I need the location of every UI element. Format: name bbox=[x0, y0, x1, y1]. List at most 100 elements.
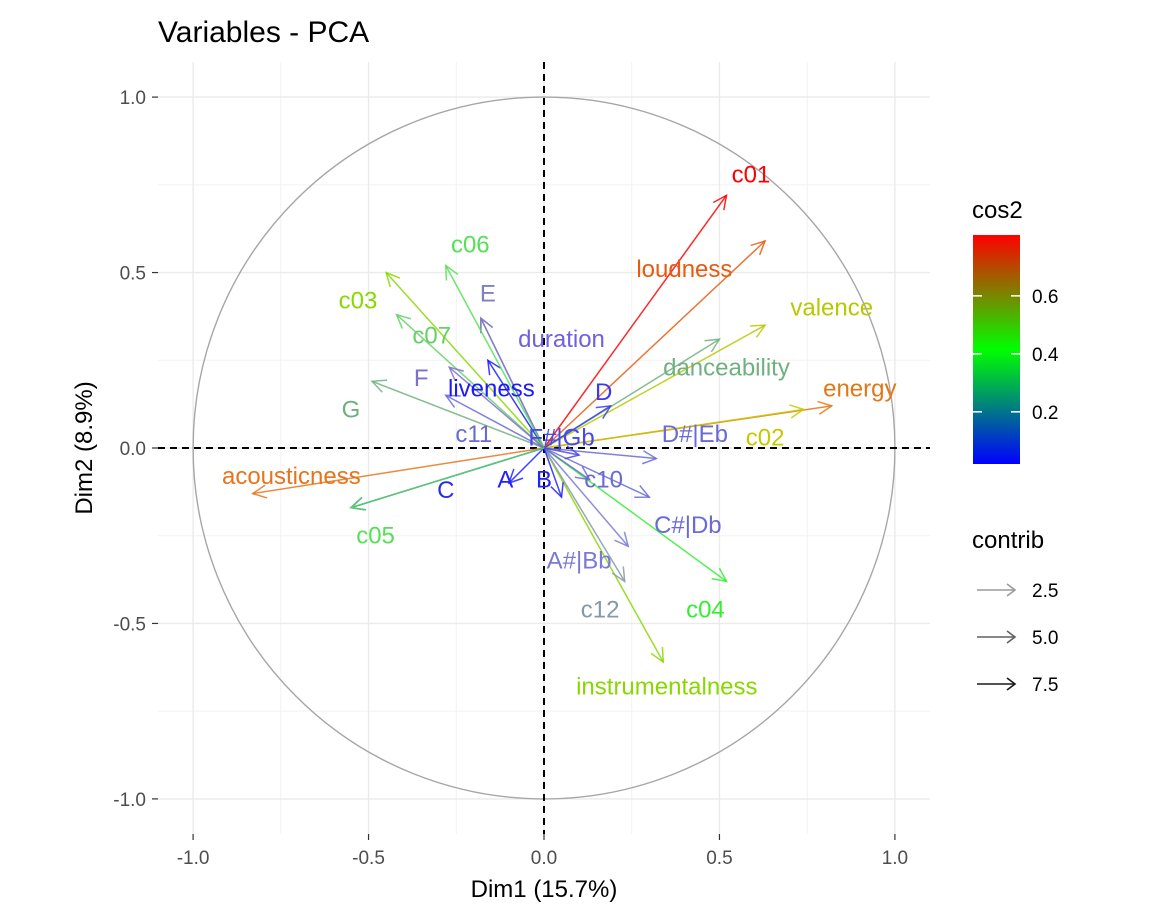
arrow-shaft bbox=[385, 272, 545, 449]
x-tick-label: 1.0 bbox=[882, 848, 908, 869]
arrow-shaft bbox=[543, 447, 629, 547]
arrow-shaft bbox=[543, 447, 580, 456]
x-tick-label: 0.5 bbox=[706, 848, 732, 869]
contrib-keys: 2.5 5.0 7.5 bbox=[977, 581, 1058, 696]
cos2-tick-label: 0.2 bbox=[1032, 403, 1058, 424]
arrow-head bbox=[564, 445, 581, 460]
plot-panel: c01 loudness valence energy c02 danceability D… bbox=[158, 62, 930, 834]
contrib-key-label: 2.5 bbox=[1032, 581, 1058, 602]
variable-label: A#|Bb bbox=[547, 547, 612, 574]
variable-label: liveness bbox=[448, 375, 535, 402]
arrow-shaft bbox=[543, 447, 657, 460]
variable-label: G bbox=[342, 396, 361, 423]
arrow-shaft bbox=[448, 366, 545, 449]
variable-arrow bbox=[486, 358, 545, 449]
contrib-key-head bbox=[1006, 583, 1017, 597]
variable-label: valence bbox=[790, 295, 873, 322]
variable-arrow bbox=[384, 271, 545, 449]
y-tick-label: -0.5 bbox=[113, 614, 146, 635]
variable-arrow bbox=[543, 447, 626, 583]
x-axis-title: Dim1 (15.7%) bbox=[471, 876, 618, 903]
arrow-head bbox=[750, 324, 767, 338]
chart-title: Variables - PCA bbox=[158, 16, 369, 49]
arrow-head bbox=[251, 484, 268, 499]
variable-arrow bbox=[480, 316, 545, 449]
variable-label: energy bbox=[823, 375, 896, 402]
variable-label: C#|Db bbox=[654, 512, 722, 539]
variable-arrow bbox=[543, 447, 651, 499]
arrow-head bbox=[817, 400, 834, 415]
arrow-shaft bbox=[543, 447, 591, 481]
variable-label: c07 bbox=[412, 323, 451, 350]
x-tick-label: -1.0 bbox=[177, 848, 210, 869]
arrow-head bbox=[384, 271, 401, 288]
variable-label: D#|Eb bbox=[662, 421, 728, 448]
variable-label: E bbox=[480, 281, 496, 308]
arrow-head bbox=[750, 239, 767, 256]
contrib-key: 7.5 bbox=[977, 675, 1058, 696]
variable-arrow bbox=[543, 447, 659, 465]
arrow-head bbox=[486, 358, 502, 376]
variable-label: duration bbox=[518, 326, 605, 353]
arrow-head bbox=[789, 404, 806, 419]
variable-arrow bbox=[543, 193, 728, 449]
arrow-shaft bbox=[543, 447, 727, 582]
variable-label: F bbox=[414, 365, 429, 392]
x-tick-label: -0.5 bbox=[352, 848, 385, 869]
arrow-head bbox=[550, 482, 564, 499]
arrow-shaft bbox=[396, 314, 545, 449]
variable-arrow bbox=[543, 447, 665, 664]
arrow-head bbox=[614, 531, 630, 548]
arrow-shaft bbox=[543, 405, 612, 449]
arrow-head bbox=[712, 193, 728, 211]
variable-label: acousticness bbox=[222, 463, 361, 490]
variable-label: loudness bbox=[636, 256, 732, 283]
arrow-shaft bbox=[508, 447, 545, 484]
arrow-shaft bbox=[543, 447, 563, 498]
variable-label: c02 bbox=[746, 424, 785, 451]
variable-arrow bbox=[543, 447, 728, 583]
cos2-tick-label: 0.4 bbox=[1032, 345, 1059, 366]
variable-arrow bbox=[543, 445, 581, 460]
y-tick-label: 0.5 bbox=[120, 264, 146, 285]
arrow-shaft bbox=[543, 447, 626, 582]
arrow-head bbox=[444, 394, 461, 408]
arrow-head bbox=[370, 379, 388, 393]
x-tick-label: 0.0 bbox=[531, 848, 557, 869]
arrow-shaft bbox=[543, 408, 804, 449]
variable-label: A bbox=[497, 467, 513, 494]
arrow-head bbox=[480, 316, 494, 334]
arrow-head bbox=[704, 338, 721, 353]
arrow-shaft bbox=[543, 194, 728, 449]
arrow-shaft bbox=[543, 447, 650, 498]
arrow-shaft bbox=[371, 380, 545, 449]
variable-label: danceability bbox=[663, 354, 790, 381]
variable-arrow bbox=[543, 239, 767, 449]
legend: cos2 0.6 0.4 0.2 contrib 2.5 5.0 7.5 bbox=[972, 197, 1059, 696]
variable-label: B bbox=[536, 467, 552, 494]
variable-arrow bbox=[444, 394, 545, 449]
y-tick-label: -1.0 bbox=[113, 790, 146, 811]
arrow-shaft bbox=[350, 447, 545, 509]
arrow-head bbox=[650, 647, 665, 664]
variable-arrow bbox=[543, 447, 564, 499]
arrow-head bbox=[634, 485, 651, 499]
arrow-head bbox=[711, 567, 728, 583]
contrib-key-label: 5.0 bbox=[1032, 628, 1058, 649]
arrow-head bbox=[349, 496, 366, 511]
variable-label: c12 bbox=[581, 596, 620, 623]
variable-arrow bbox=[349, 447, 545, 511]
arrow-head bbox=[395, 313, 412, 329]
contrib-key-label: 7.5 bbox=[1032, 675, 1058, 696]
arrow-shaft bbox=[252, 447, 545, 495]
arrow-shaft bbox=[487, 359, 545, 449]
arrow-shaft bbox=[543, 240, 766, 449]
variable-label: c10 bbox=[584, 467, 623, 494]
variable-label: c04 bbox=[686, 596, 725, 623]
cos2-colorbar bbox=[973, 235, 1020, 464]
variable-arrow bbox=[507, 447, 545, 485]
x-axis: -1.0 -0.5 0.0 0.5 1.0 bbox=[177, 834, 908, 869]
arrow-head bbox=[444, 264, 459, 281]
cos2-tick-label: 0.6 bbox=[1032, 287, 1058, 308]
